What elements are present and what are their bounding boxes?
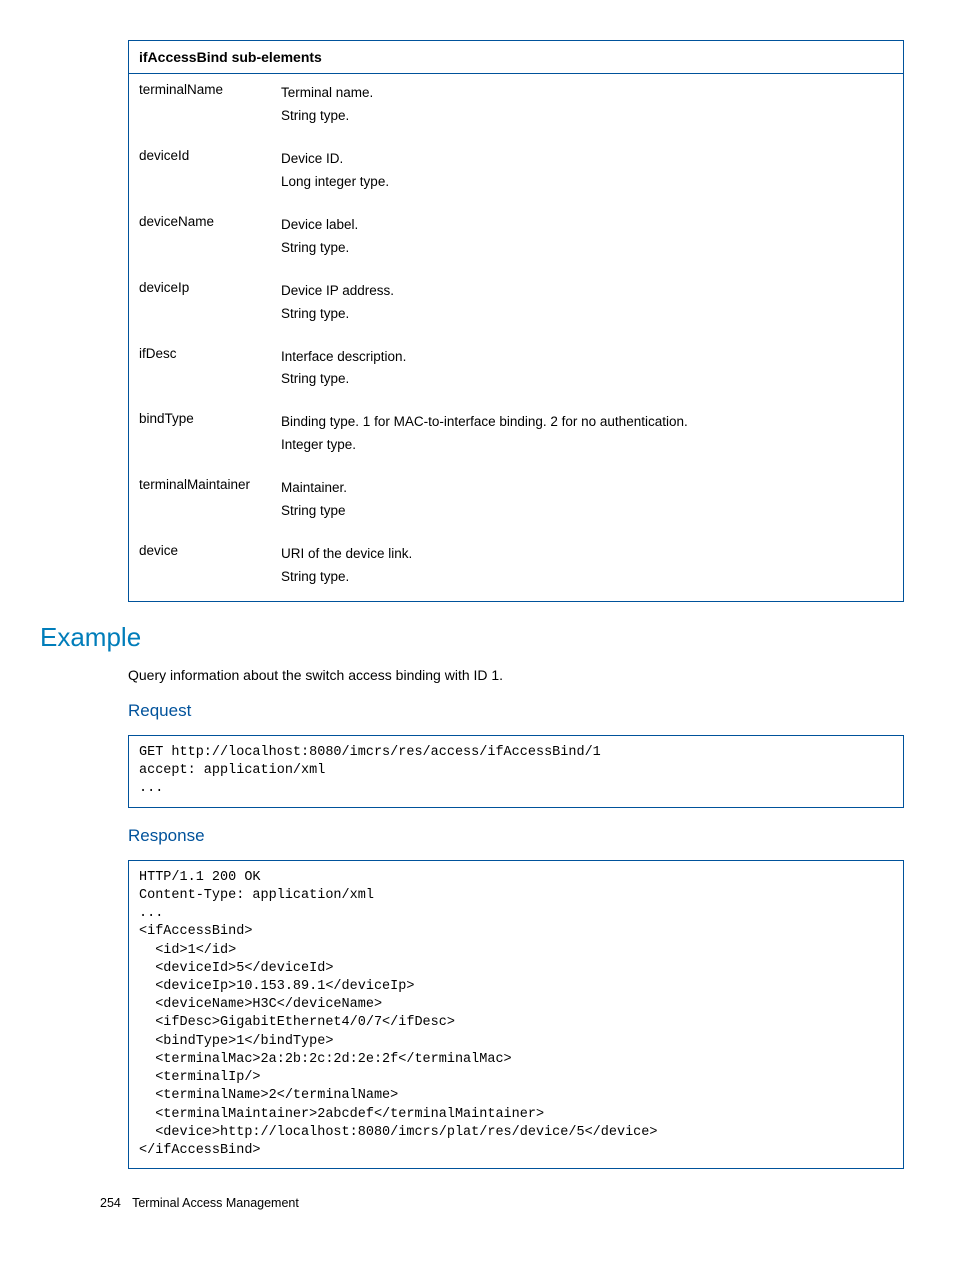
element-description: Terminal name.String type. (271, 74, 383, 140)
table-row: ifDescInterface description.String type. (129, 338, 903, 404)
element-name: terminalName (129, 74, 271, 140)
table-row: bindTypeBinding type. 1 for MAC-to-inter… (129, 403, 903, 469)
page-number: 254 (100, 1196, 121, 1210)
table-row: deviceNameDevice label.String type. (129, 206, 903, 272)
element-name: deviceId (129, 140, 271, 206)
element-description: Device ID.Long integer type. (271, 140, 399, 206)
table-row: deviceIpDevice IP address.String type. (129, 272, 903, 338)
request-code-block: GET http://localhost:8080/imcrs/res/acce… (128, 735, 904, 808)
table-row: terminalNameTerminal name.String type. (129, 74, 903, 140)
element-name: ifDesc (129, 338, 271, 404)
table-row: deviceURI of the device link.String type… (129, 535, 903, 601)
element-name: terminalMaintainer (129, 469, 271, 535)
table-body: terminalNameTerminal name.String type.de… (129, 74, 903, 601)
page-footer: 254 Terminal Access Management (100, 1196, 299, 1210)
table-row: deviceIdDevice ID.Long integer type. (129, 140, 903, 206)
request-heading: Request (128, 701, 904, 721)
example-description: Query information about the switch acces… (128, 667, 904, 683)
response-heading: Response (128, 826, 904, 846)
element-description: Maintainer.String type (271, 469, 357, 535)
element-name: bindType (129, 403, 271, 469)
table-row: terminalMaintainerMaintainer.String type (129, 469, 903, 535)
element-description: Device label.String type. (271, 206, 368, 272)
element-description: Binding type. 1 for MAC-to-interface bin… (271, 403, 698, 469)
element-name: deviceName (129, 206, 271, 272)
example-heading: Example (40, 622, 904, 653)
element-name: device (129, 535, 271, 601)
element-description: URI of the device link.String type. (271, 535, 422, 601)
element-name: deviceIp (129, 272, 271, 338)
sub-elements-table: ifAccessBind sub-elements terminalNameTe… (128, 40, 904, 602)
element-description: Interface description.String type. (271, 338, 416, 404)
element-description: Device IP address.String type. (271, 272, 404, 338)
table-header: ifAccessBind sub-elements (129, 41, 903, 74)
response-code-block: HTTP/1.1 200 OK Content-Type: applicatio… (128, 860, 904, 1170)
footer-title: Terminal Access Management (132, 1196, 299, 1210)
